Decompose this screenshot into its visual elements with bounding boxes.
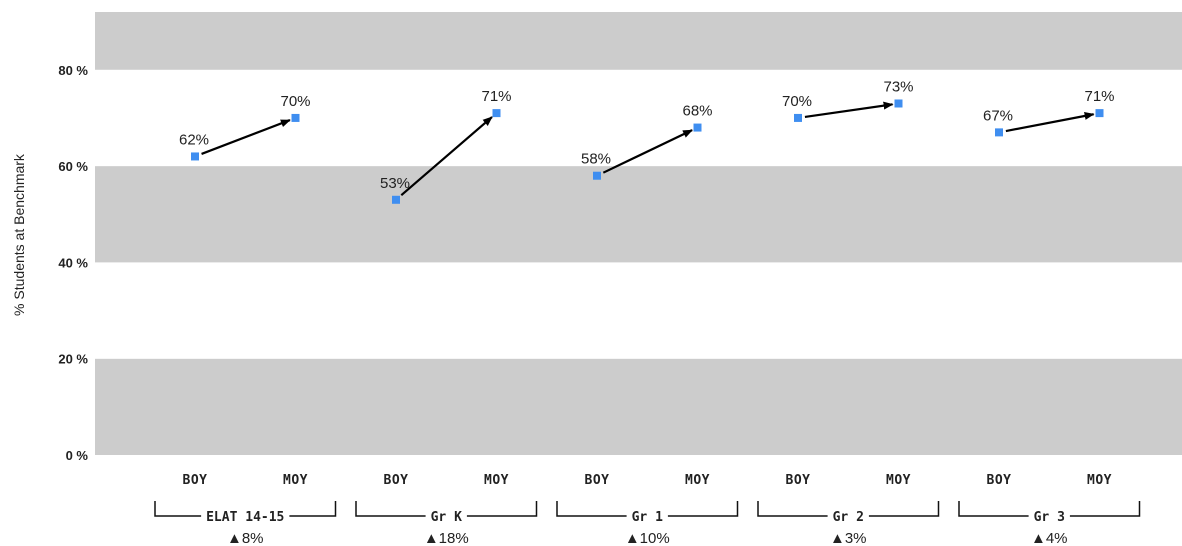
group-label: Gr 3 — [1034, 510, 1065, 525]
x-category-label: BOY — [987, 473, 1012, 488]
group-label: Gr 2 — [833, 510, 864, 525]
y-axis: 0 % 20 % 40 % 60 % 80 % — [58, 63, 88, 463]
data-point — [492, 109, 501, 118]
group-bracket — [757, 501, 940, 517]
x-category-label: BOY — [183, 473, 208, 488]
group-label: Gr 1 — [632, 510, 663, 525]
change-arrow — [804, 101, 894, 119]
y-tick-label: 20 % — [58, 352, 88, 367]
data-point — [291, 113, 300, 122]
data-point — [894, 99, 903, 108]
x-category-label: BOY — [585, 473, 610, 488]
x-category-label: BOY — [384, 473, 409, 488]
background-band — [95, 358, 1182, 455]
group-bracket — [958, 501, 1141, 517]
change-arrow — [1005, 112, 1095, 133]
data-point — [191, 152, 199, 161]
group-bracket — [355, 501, 538, 517]
data-label: 70% — [782, 93, 812, 110]
data-label: 71% — [481, 88, 511, 105]
change-arrow — [602, 129, 693, 174]
x-category-label: MOY — [685, 473, 710, 488]
y-axis-label: % Students at Benchmark — [11, 153, 27, 316]
group-label: ELAT 14-15 — [206, 510, 284, 525]
y-tick-label: 0 % — [66, 448, 89, 463]
x-category-label: MOY — [484, 473, 509, 488]
group-bracket — [154, 501, 337, 517]
data-label: 58% — [581, 151, 611, 168]
change-arrow — [400, 116, 493, 197]
data-point — [794, 113, 802, 122]
x-category-label: BOY — [786, 473, 811, 488]
background-band — [95, 12, 1182, 70]
group-label: Gr K — [431, 510, 462, 525]
data-point — [995, 128, 1003, 137]
plot-background — [95, 12, 1182, 455]
group-bracket — [556, 501, 739, 517]
x-axis: BOY MOY ELAT 14-15 ▲8% BOY MOY Gr K ▲18% BOY MOY G… — [154, 473, 1141, 546]
change-label: ▲10% — [625, 530, 670, 546]
change-label: ▲18% — [424, 530, 469, 546]
data-point — [392, 195, 400, 204]
data-label: 71% — [1084, 88, 1114, 105]
plot-marks: 62% 70% 53% 71% 58% 68% 70% 73% 67% 71% — [179, 78, 1115, 204]
data-point — [1095, 109, 1104, 118]
x-category-label: MOY — [1087, 473, 1112, 488]
x-category-label: MOY — [886, 473, 911, 488]
y-tick-label: 60 % — [58, 159, 88, 174]
data-label: 73% — [883, 78, 913, 95]
x-category-label: MOY — [283, 473, 308, 488]
background-band — [95, 166, 1182, 263]
data-label: 70% — [280, 93, 310, 110]
data-point — [693, 123, 702, 132]
data-label: 53% — [380, 175, 410, 192]
background-band — [95, 69, 1182, 167]
change-label: ▲8% — [227, 530, 264, 546]
change-label: ▲4% — [1031, 530, 1068, 546]
data-label: 62% — [179, 131, 209, 148]
change-label: ▲3% — [830, 530, 867, 546]
y-tick-label: 80 % — [58, 63, 88, 78]
data-label: 68% — [682, 103, 712, 120]
data-label: 67% — [983, 107, 1013, 124]
change-arrow — [201, 119, 291, 155]
data-point — [593, 171, 601, 180]
y-tick-label: 40 % — [58, 255, 88, 270]
background-band — [95, 262, 1182, 359]
